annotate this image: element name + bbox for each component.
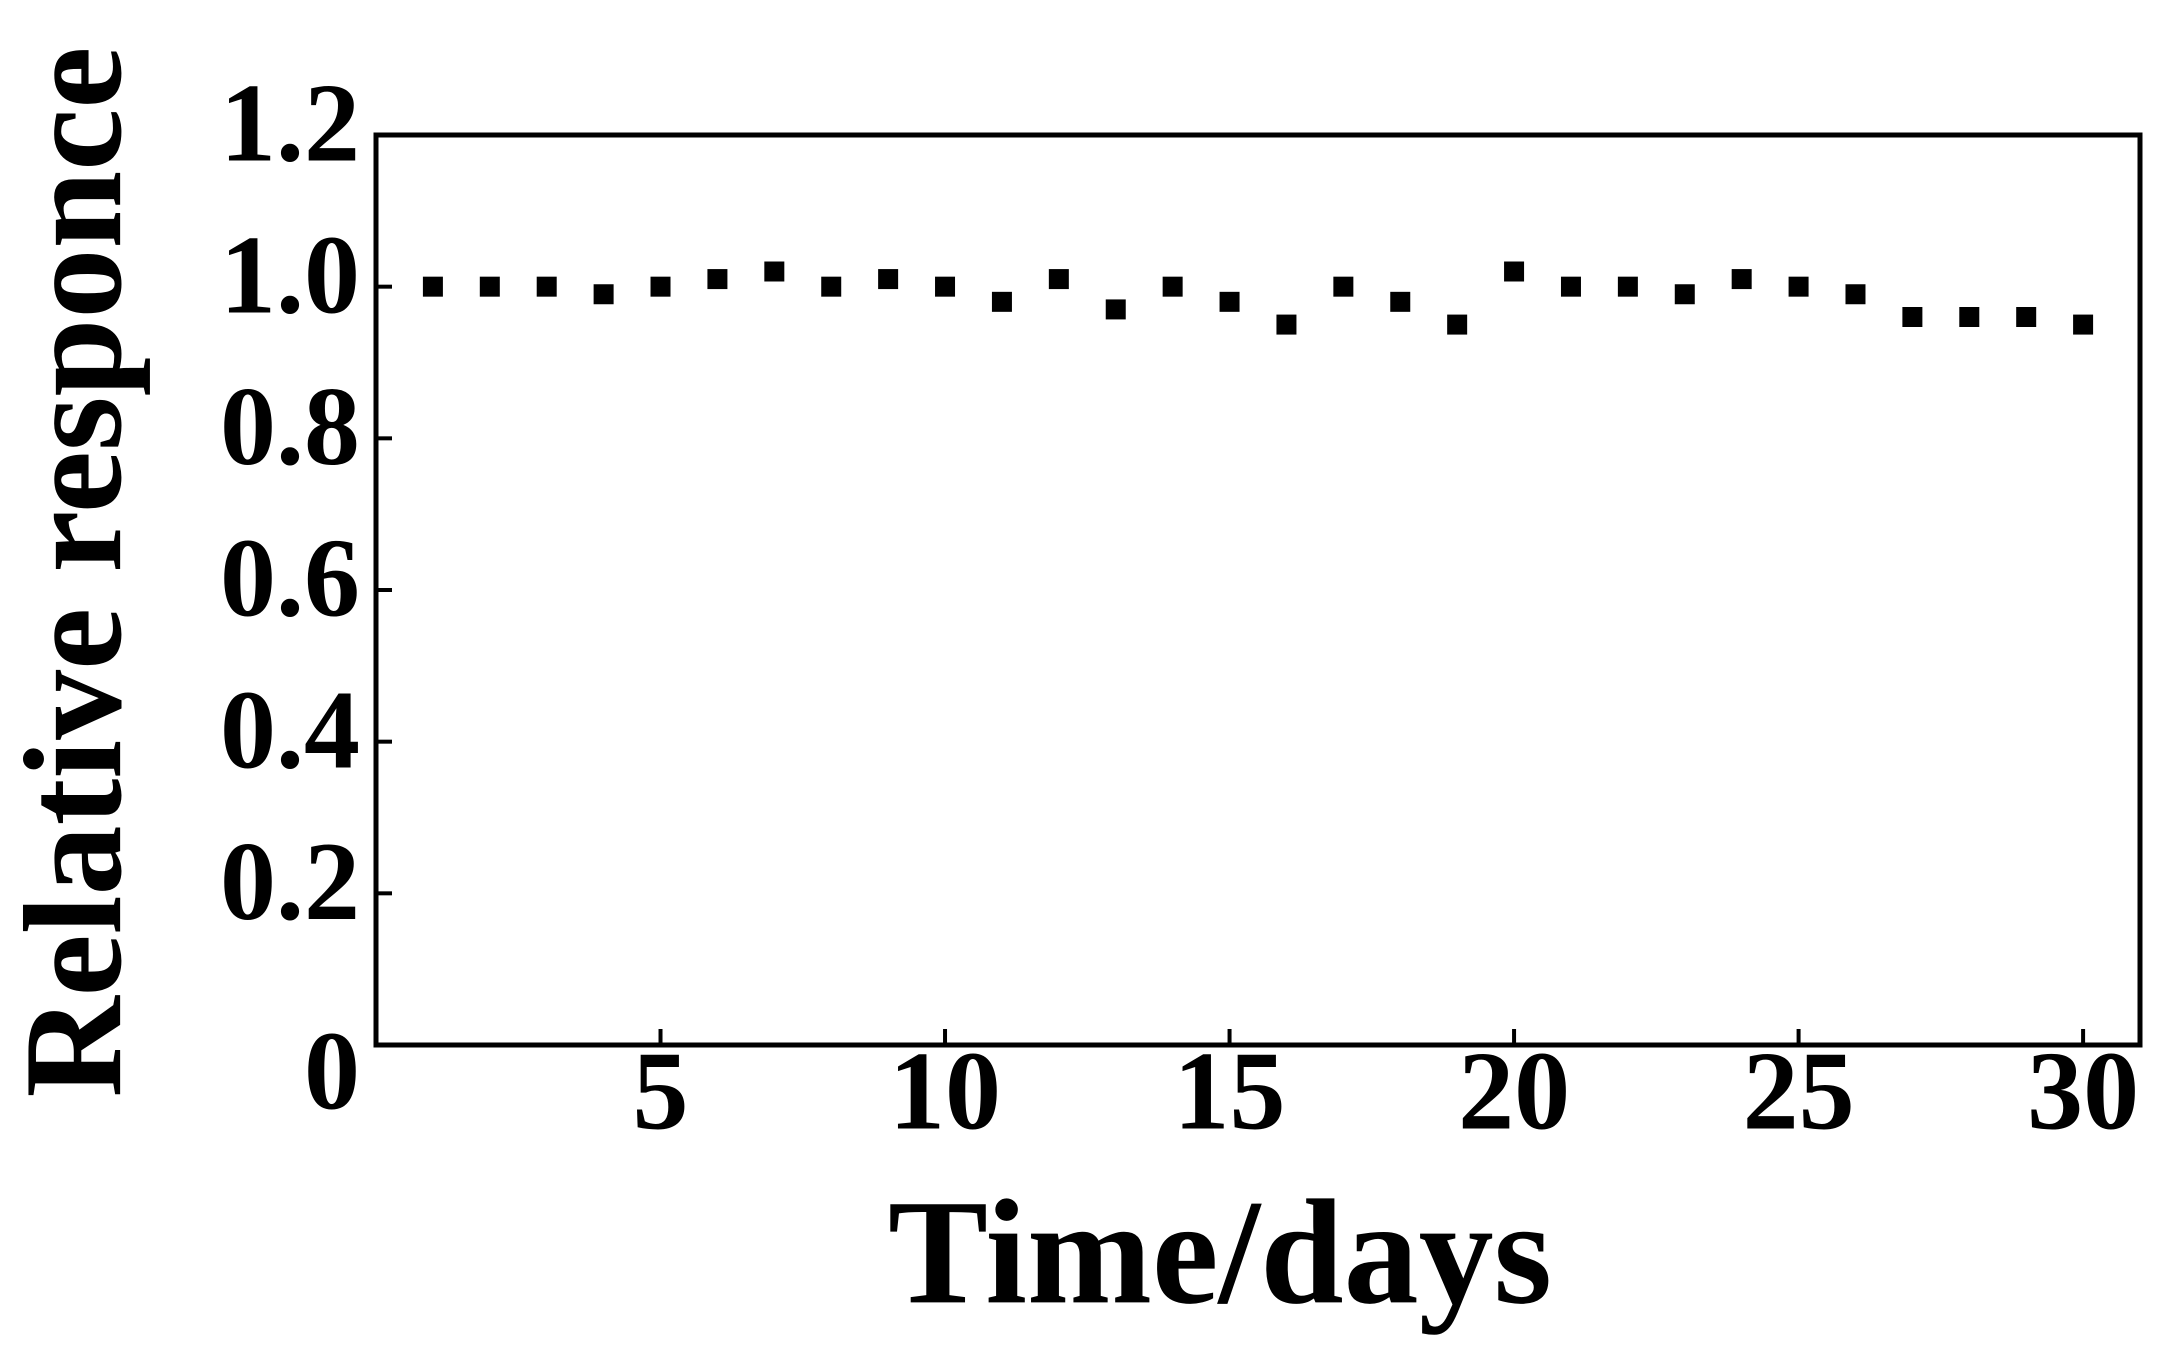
data-point xyxy=(764,261,785,282)
y-tick-label: 1.0 xyxy=(220,213,360,337)
data-point xyxy=(935,276,956,297)
data-point xyxy=(1560,276,1581,297)
x-tick-label: 15 xyxy=(1174,1030,1286,1154)
data-point xyxy=(991,291,1012,312)
x-tick-label: 5 xyxy=(633,1030,689,1154)
y-tick-label: 0 xyxy=(304,1010,360,1134)
data-point xyxy=(422,276,443,297)
data-point xyxy=(1390,291,1411,312)
x-tick-label: 30 xyxy=(2027,1030,2139,1154)
plot-frame xyxy=(373,132,2143,1048)
y-tick-label: 1.2 xyxy=(220,62,360,186)
data-point xyxy=(650,276,671,297)
y-tick-label: 0.6 xyxy=(220,517,360,641)
data-point xyxy=(1048,269,1069,290)
y-tick-label: 0.8 xyxy=(220,365,360,489)
data-point xyxy=(878,269,899,290)
data-point xyxy=(1504,261,1525,282)
data-point xyxy=(1902,307,1923,327)
y-tick-label: 0.4 xyxy=(220,668,360,792)
x-tick-label: 20 xyxy=(1458,1030,1570,1154)
data-point xyxy=(821,276,842,297)
data-point xyxy=(1674,284,1695,305)
data-point xyxy=(1333,276,1354,297)
data-point xyxy=(2073,314,2094,335)
data-point xyxy=(1276,314,1297,335)
data-point xyxy=(1617,276,1638,297)
data-point xyxy=(593,284,614,305)
x-tick-label: 10 xyxy=(889,1030,1001,1154)
data-point xyxy=(1731,269,1752,290)
data-point xyxy=(1162,276,1183,297)
x-tick-label: 25 xyxy=(1743,1030,1855,1154)
data-point xyxy=(479,276,500,297)
y-tick-label: 0.2 xyxy=(220,820,360,944)
data-point xyxy=(1788,276,1809,297)
data-point xyxy=(1845,284,1866,305)
x-axis-label: Time/days xyxy=(888,1169,1552,1335)
data-point xyxy=(1447,314,1468,335)
data-point xyxy=(2016,307,2037,327)
data-point xyxy=(536,276,557,297)
y-axis-label: Relative responce xyxy=(0,46,151,1097)
data-point xyxy=(1105,299,1126,320)
data-point xyxy=(707,269,728,290)
data-point xyxy=(1959,307,1980,327)
data-point xyxy=(1219,291,1240,312)
